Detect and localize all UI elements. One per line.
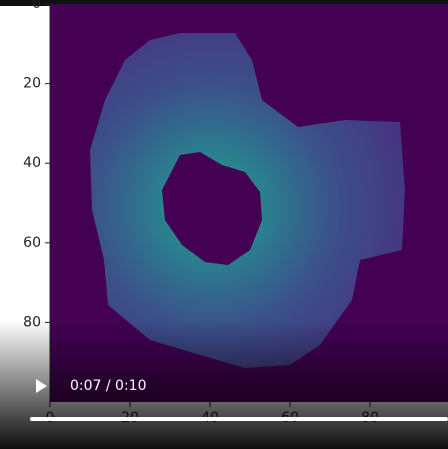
video-player: 020406080020406080 0:07 / 0:10 xyxy=(0,0,448,449)
time-display: 0:07 / 0:10 xyxy=(70,378,147,394)
y-tick-label: 60 xyxy=(23,235,41,251)
y-tick-label: 40 xyxy=(23,155,41,171)
y-tick-label: 20 xyxy=(23,76,41,92)
progress-bar[interactable] xyxy=(30,417,448,421)
controls-shade xyxy=(0,320,448,449)
y-tick-label: 0 xyxy=(32,0,41,12)
